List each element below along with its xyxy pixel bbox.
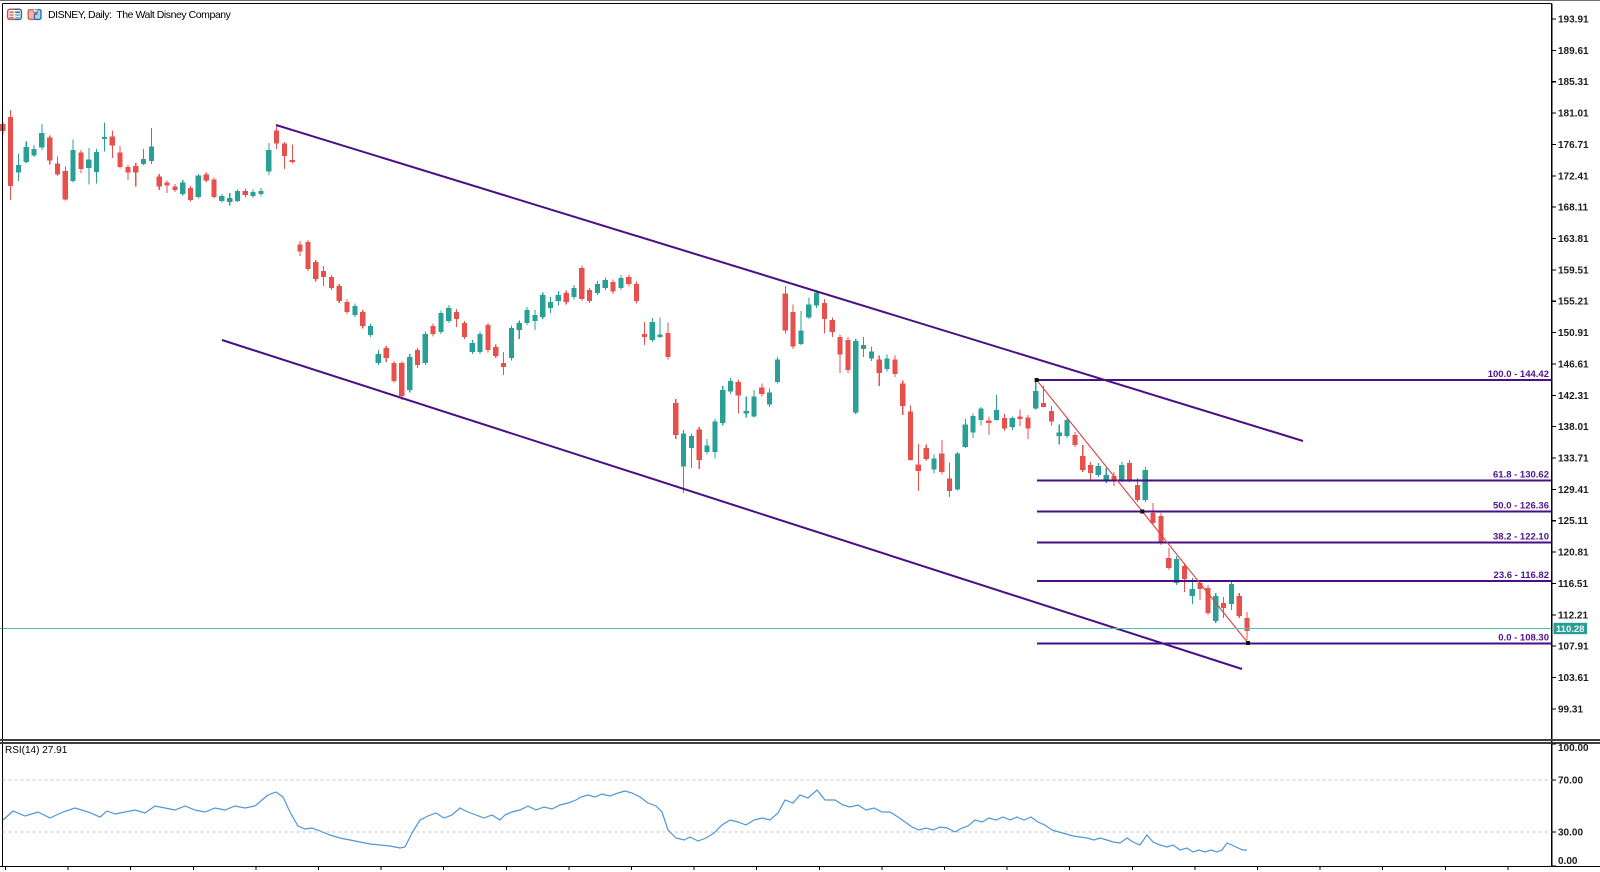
svg-text:23.6 - 116.82: 23.6 - 116.82	[1494, 570, 1549, 581]
svg-text:RSI(14) 27.91: RSI(14) 27.91	[5, 745, 68, 756]
svg-text:100.0 - 144.42: 100.0 - 144.42	[1488, 369, 1549, 380]
svg-text:0.0 - 108.30: 0.0 - 108.30	[1498, 632, 1549, 643]
svg-text:168.11: 168.11	[1558, 203, 1588, 214]
svg-text:129.41: 129.41	[1558, 485, 1589, 496]
svg-text:146.61: 146.61	[1558, 359, 1589, 370]
svg-text:133.71: 133.71	[1558, 454, 1589, 465]
svg-text:50.0 - 126.36: 50.0 - 126.36	[1493, 501, 1549, 512]
svg-text:138.01: 138.01	[1558, 422, 1589, 433]
svg-text:112.21: 112.21	[1558, 610, 1588, 621]
svg-text:DISNEY, Daily: The Walt Disne: DISNEY, Daily: The Walt Disney Company	[48, 9, 232, 21]
svg-text:125.11: 125.11	[1558, 516, 1588, 527]
svg-text:142.31: 142.31	[1558, 391, 1589, 402]
svg-text:99.31: 99.31	[1558, 704, 1583, 715]
svg-text:176.71: 176.71	[1558, 140, 1589, 151]
svg-text:120.81: 120.81	[1558, 548, 1589, 559]
svg-text:163.81: 163.81	[1558, 234, 1589, 245]
svg-text:159.51: 159.51	[1558, 265, 1589, 276]
svg-text:61.8 - 130.62: 61.8 - 130.62	[1493, 470, 1549, 481]
svg-text:193.91: 193.91	[1558, 15, 1589, 26]
svg-text:110.28: 110.28	[1556, 624, 1585, 635]
svg-text:107.91: 107.91	[1558, 642, 1589, 653]
svg-text:100.00: 100.00	[1558, 743, 1589, 754]
svg-text:181.01: 181.01	[1558, 109, 1589, 120]
svg-text:155.21: 155.21	[1558, 297, 1589, 308]
svg-text:189.61: 189.61	[1558, 46, 1589, 57]
svg-text:150.91: 150.91	[1558, 328, 1589, 339]
svg-text:172.41: 172.41	[1558, 171, 1589, 182]
svg-text:38.2 - 122.10: 38.2 - 122.10	[1493, 532, 1549, 543]
svg-text:70.00: 70.00	[1558, 776, 1583, 787]
svg-text:30.00: 30.00	[1558, 827, 1583, 838]
svg-text:103.61: 103.61	[1558, 673, 1589, 684]
svg-text:116.51: 116.51	[1558, 579, 1588, 590]
svg-text:0.00: 0.00	[1558, 856, 1578, 867]
svg-text:185.31: 185.31	[1558, 77, 1589, 88]
